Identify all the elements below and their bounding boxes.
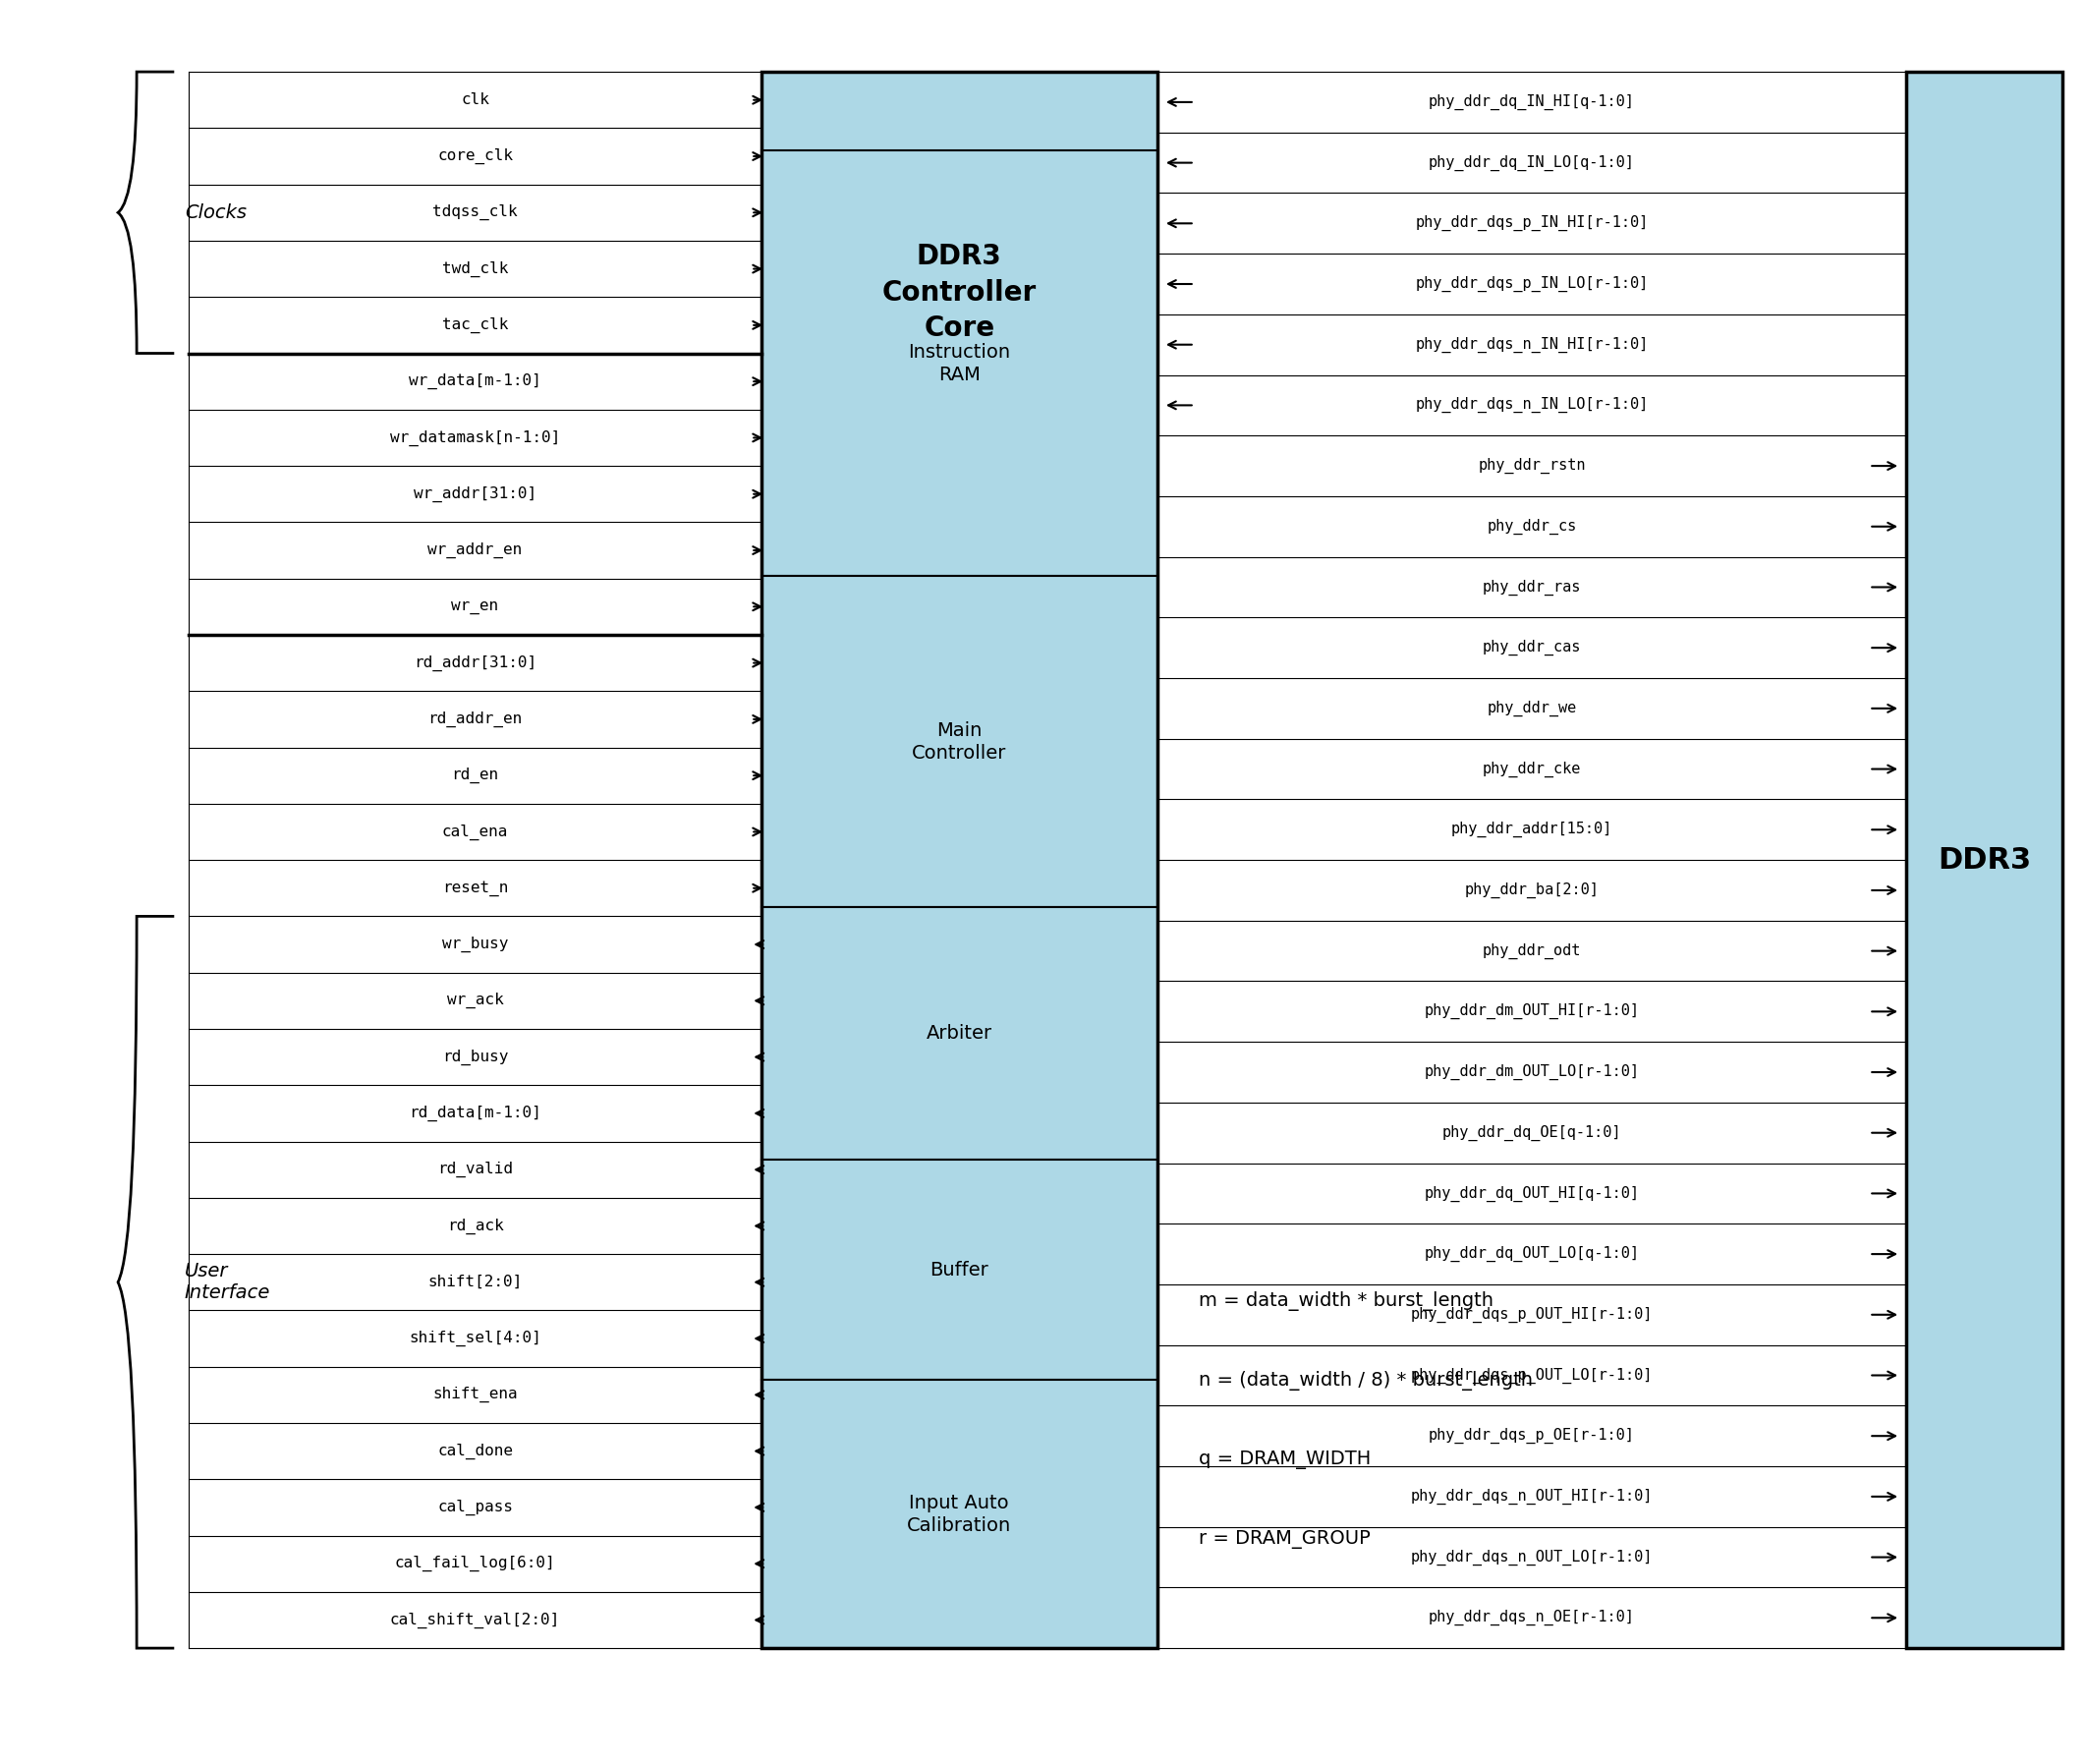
Text: q = DRAM_WIDTH: q = DRAM_WIDTH <box>1199 1450 1370 1469</box>
Text: DDR3
Controller
Core: DDR3 Controller Core <box>882 243 1036 342</box>
Text: n = (data_width / 8) * burst_length: n = (data_width / 8) * burst_length <box>1199 1371 1532 1390</box>
Text: wr_busy: wr_busy <box>442 937 509 953</box>
Text: phy_ddr_odt: phy_ddr_odt <box>1482 944 1580 960</box>
FancyBboxPatch shape <box>761 1379 1157 1648</box>
Text: phy_ddr_dq_IN_HI[q-1:0]: phy_ddr_dq_IN_HI[q-1:0] <box>1428 93 1635 109</box>
Text: phy_ddr_dq_IN_LO[q-1:0]: phy_ddr_dq_IN_LO[q-1:0] <box>1428 155 1635 171</box>
Text: phy_ddr_cke: phy_ddr_cke <box>1482 760 1580 776</box>
Text: rd_addr_en: rd_addr_en <box>427 711 523 727</box>
Text: cal_ena: cal_ena <box>442 824 509 840</box>
Text: cal_fail_log[6:0]: cal_fail_log[6:0] <box>394 1556 555 1572</box>
Text: phy_ddr_dqs_p_OUT_HI[r-1:0]: phy_ddr_dqs_p_OUT_HI[r-1:0] <box>1412 1307 1653 1323</box>
Text: phy_ddr_ras: phy_ddr_ras <box>1482 579 1580 594</box>
Text: phy_ddr_dm_OUT_HI[r-1:0]: phy_ddr_dm_OUT_HI[r-1:0] <box>1424 1004 1639 1020</box>
FancyBboxPatch shape <box>761 907 1157 1159</box>
Text: tac_clk: tac_clk <box>442 318 509 333</box>
Text: clk: clk <box>461 92 490 108</box>
Text: phy_ddr_addr[15:0]: phy_ddr_addr[15:0] <box>1451 822 1612 838</box>
Text: rd_ack: rd_ack <box>446 1217 502 1233</box>
Text: cal_done: cal_done <box>438 1443 513 1459</box>
Text: shift[2:0]: shift[2:0] <box>427 1275 523 1289</box>
Text: tdqss_clk: tdqss_clk <box>432 205 517 220</box>
Text: phy_ddr_dq_OE[q-1:0]: phy_ddr_dq_OE[q-1:0] <box>1443 1125 1622 1141</box>
Text: Buffer: Buffer <box>930 1261 988 1279</box>
Text: phy_ddr_dqs_p_IN_LO[r-1:0]: phy_ddr_dqs_p_IN_LO[r-1:0] <box>1416 275 1649 293</box>
Text: Arbiter: Arbiter <box>926 1025 992 1043</box>
Text: rd_en: rd_en <box>452 767 498 783</box>
Text: wr_ack: wr_ack <box>446 993 502 1009</box>
Text: phy_ddr_dqs_n_OE[r-1:0]: phy_ddr_dqs_n_OE[r-1:0] <box>1428 1611 1635 1626</box>
Text: phy_ddr_dq_OUT_LO[q-1:0]: phy_ddr_dq_OUT_LO[q-1:0] <box>1424 1245 1639 1261</box>
Text: cal_pass: cal_pass <box>438 1499 513 1515</box>
FancyBboxPatch shape <box>761 150 1157 577</box>
Text: reset_n: reset_n <box>442 880 509 896</box>
FancyBboxPatch shape <box>761 1159 1157 1379</box>
Text: User
Interface: User Interface <box>186 1261 271 1302</box>
Text: phy_ddr_dqs_n_OUT_LO[r-1:0]: phy_ddr_dqs_n_OUT_LO[r-1:0] <box>1412 1549 1653 1565</box>
FancyBboxPatch shape <box>1906 72 2062 1648</box>
Text: phy_ddr_ba[2:0]: phy_ddr_ba[2:0] <box>1464 882 1599 898</box>
Text: twd_clk: twd_clk <box>442 261 509 277</box>
Text: phy_ddr_cas: phy_ddr_cas <box>1482 640 1580 656</box>
Text: rd_addr[31:0]: rd_addr[31:0] <box>413 654 536 670</box>
Text: Clocks: Clocks <box>186 203 246 222</box>
Text: wr_data[m-1:0]: wr_data[m-1:0] <box>409 374 542 390</box>
Text: phy_ddr_dqs_n_IN_HI[r-1:0]: phy_ddr_dqs_n_IN_HI[r-1:0] <box>1416 337 1649 353</box>
Text: cal_shift_val[2:0]: cal_shift_val[2:0] <box>390 1612 561 1628</box>
Text: Instruction
RAM: Instruction RAM <box>909 342 1011 385</box>
Text: phy_ddr_we: phy_ddr_we <box>1487 700 1576 716</box>
Text: phy_ddr_dm_OUT_LO[r-1:0]: phy_ddr_dm_OUT_LO[r-1:0] <box>1424 1064 1639 1080</box>
Text: Main
Controller: Main Controller <box>911 721 1007 762</box>
Text: rd_valid: rd_valid <box>438 1162 513 1178</box>
Text: shift_sel[4:0]: shift_sel[4:0] <box>409 1330 542 1346</box>
FancyBboxPatch shape <box>761 577 1157 907</box>
Text: phy_ddr_dqs_n_IN_LO[r-1:0]: phy_ddr_dqs_n_IN_LO[r-1:0] <box>1416 397 1649 413</box>
Text: phy_ddr_dqs_p_OUT_LO[r-1:0]: phy_ddr_dqs_p_OUT_LO[r-1:0] <box>1412 1367 1653 1383</box>
Text: wr_addr[31:0]: wr_addr[31:0] <box>413 487 536 503</box>
Text: rd_data[m-1:0]: rd_data[m-1:0] <box>409 1106 542 1122</box>
Text: phy_ddr_dqs_n_OUT_HI[r-1:0]: phy_ddr_dqs_n_OUT_HI[r-1:0] <box>1412 1489 1653 1505</box>
Text: rd_busy: rd_busy <box>442 1050 509 1065</box>
Text: r = DRAM_GROUP: r = DRAM_GROUP <box>1199 1529 1370 1549</box>
Text: phy_ddr_dqs_p_OE[r-1:0]: phy_ddr_dqs_p_OE[r-1:0] <box>1428 1429 1635 1445</box>
Text: wr_en: wr_en <box>452 600 498 614</box>
Text: m = data_width * burst_length: m = data_width * burst_length <box>1199 1291 1493 1311</box>
Text: phy_ddr_cs: phy_ddr_cs <box>1487 519 1576 534</box>
Text: DDR3: DDR3 <box>1937 845 2031 875</box>
Text: core_clk: core_clk <box>438 148 513 164</box>
Text: phy_ddr_dq_OUT_HI[q-1:0]: phy_ddr_dq_OUT_HI[q-1:0] <box>1424 1185 1639 1201</box>
FancyBboxPatch shape <box>761 72 1157 1648</box>
Text: wr_addr_en: wr_addr_en <box>427 542 523 559</box>
Text: phy_ddr_rstn: phy_ddr_rstn <box>1478 459 1585 475</box>
Text: phy_ddr_dqs_p_IN_HI[r-1:0]: phy_ddr_dqs_p_IN_HI[r-1:0] <box>1416 215 1649 231</box>
Text: shift_ena: shift_ena <box>432 1387 517 1402</box>
Text: wr_datamask[n-1:0]: wr_datamask[n-1:0] <box>390 430 561 446</box>
Text: Input Auto
Calibration: Input Auto Calibration <box>907 1494 1011 1535</box>
